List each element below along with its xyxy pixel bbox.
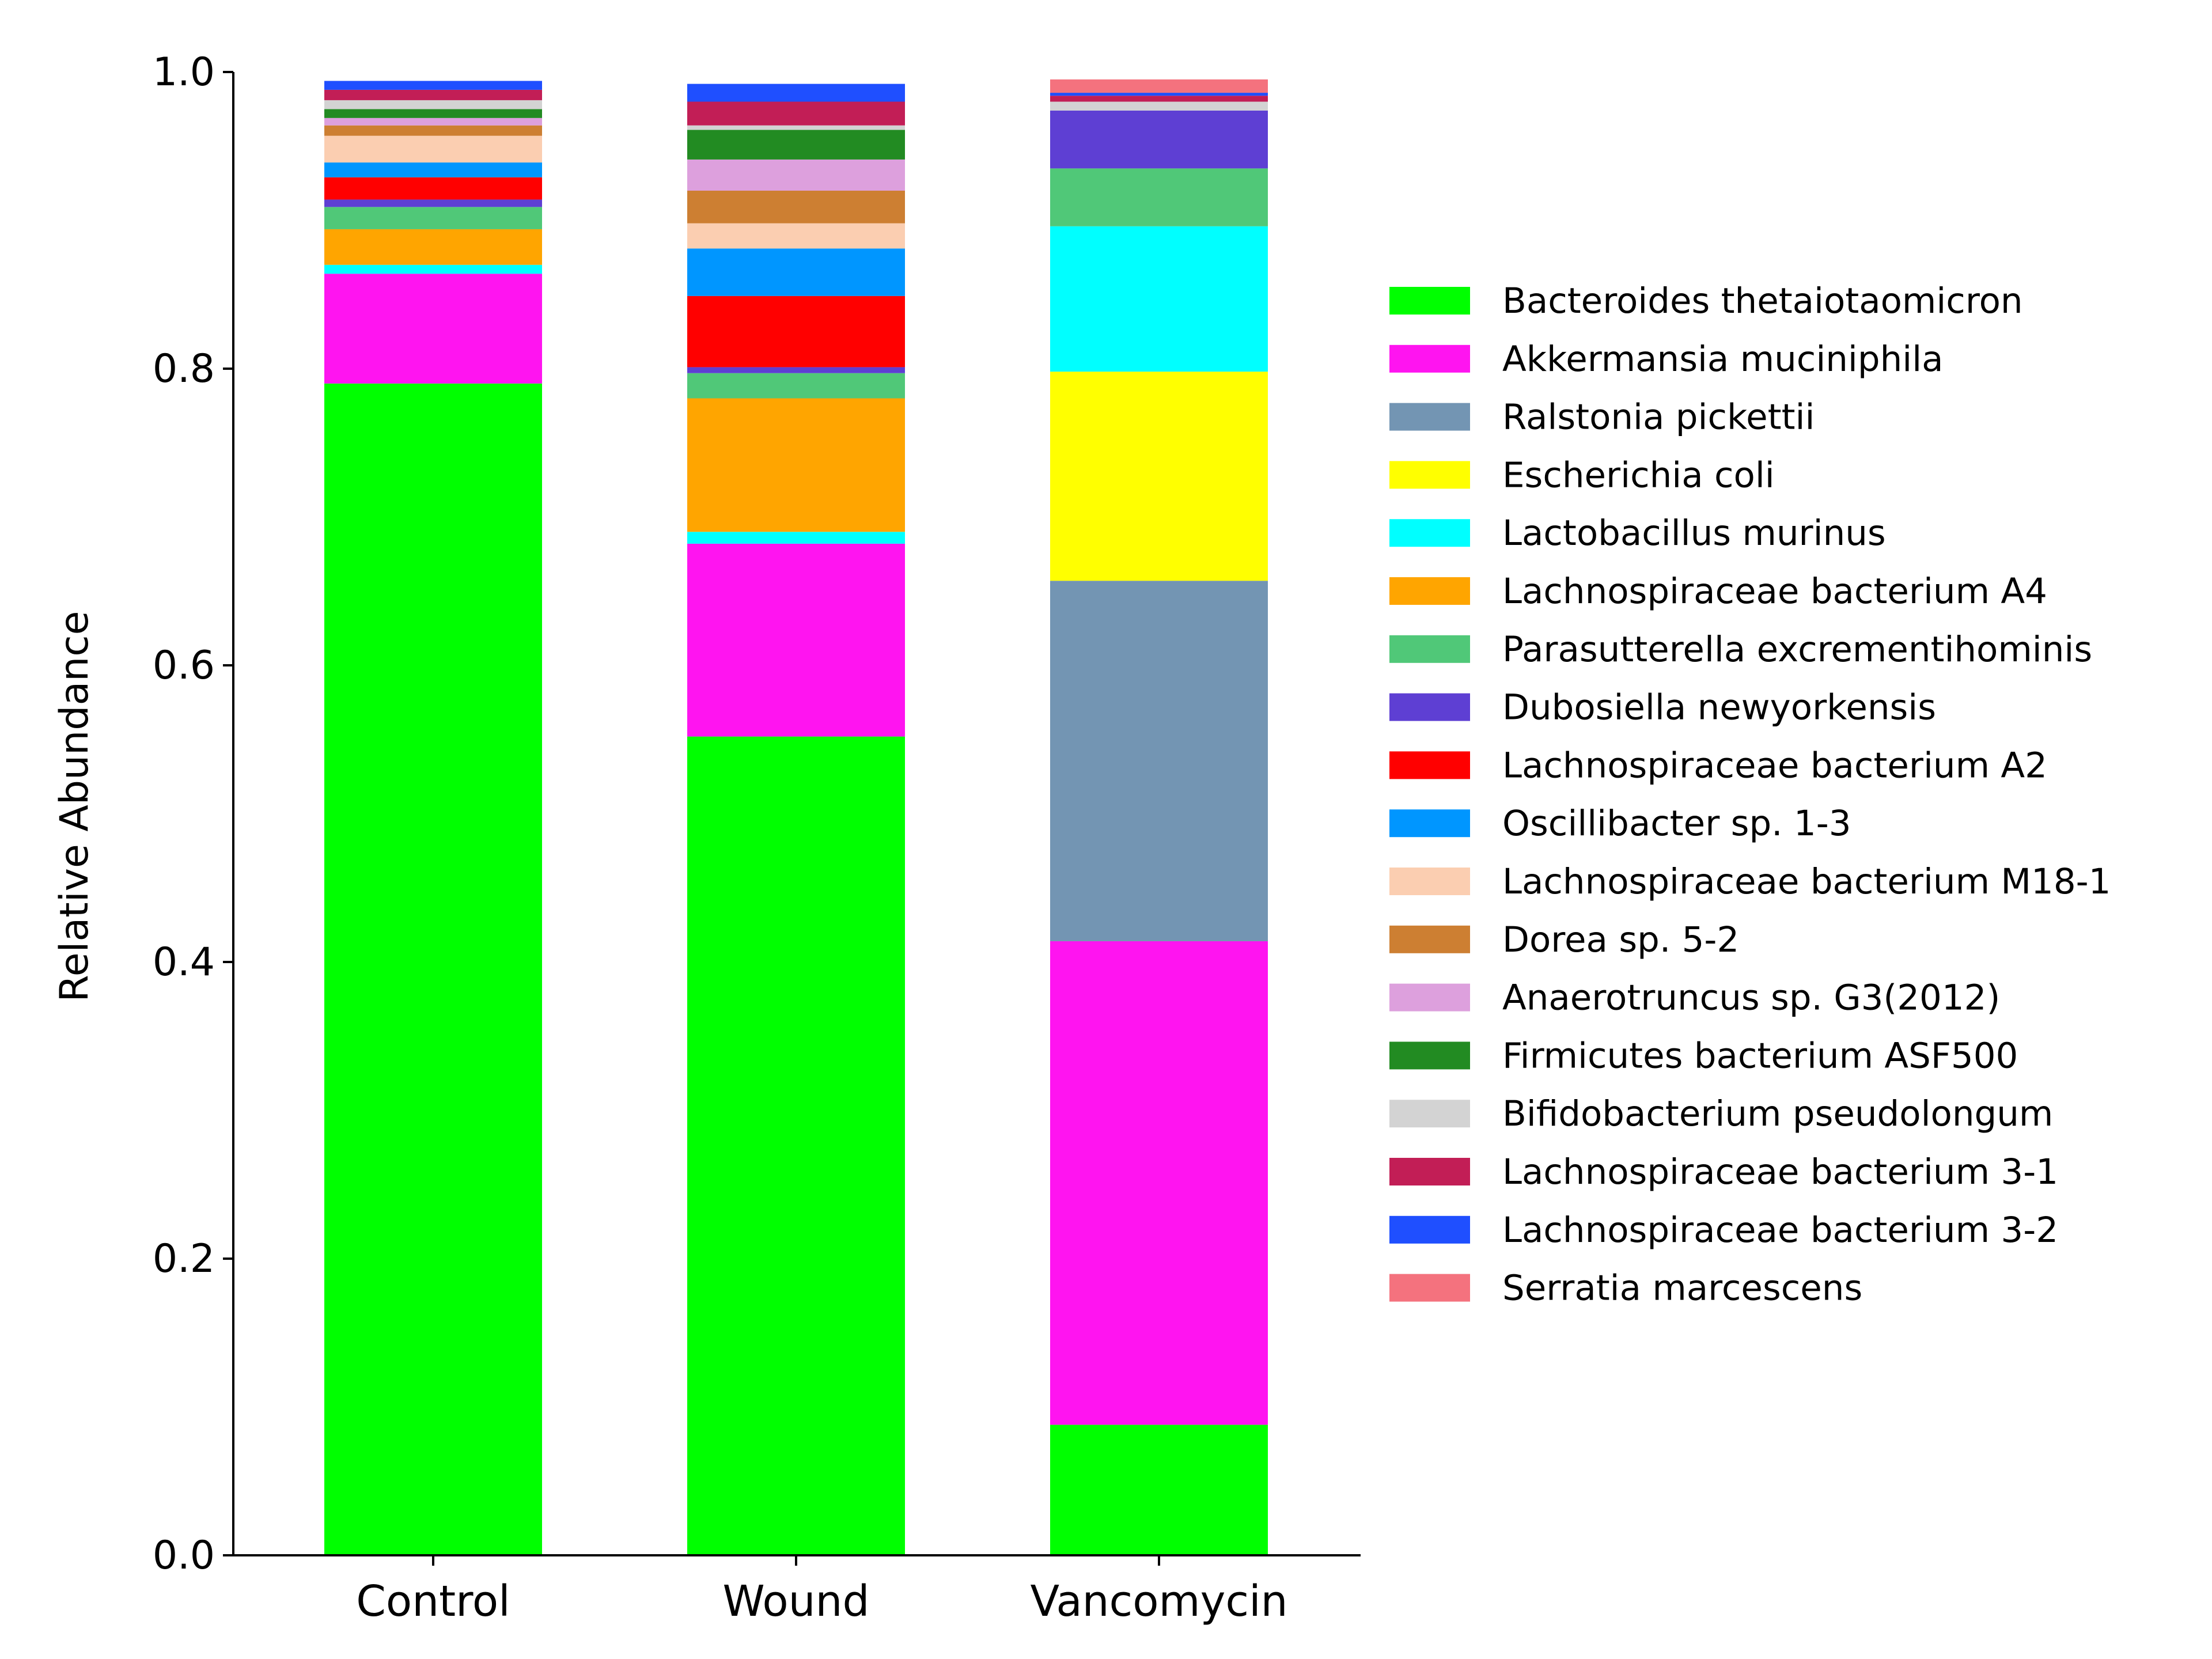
legend-label: Lachnospiraceae bacterium M18-1 — [1502, 861, 2111, 902]
legend-swatch — [1389, 751, 1470, 779]
bar-segment-control-12 — [324, 118, 542, 126]
bar-segment-vancomycin-16 — [1050, 93, 1268, 96]
bar-segment-control-15 — [324, 90, 542, 100]
legend-swatch — [1389, 809, 1470, 837]
legend-label: Firmicutes bacterium ASF500 — [1502, 1035, 2018, 1076]
legend-swatch — [1389, 1100, 1470, 1127]
legend-swatch — [1389, 926, 1470, 953]
bar-segment-vancomycin-1 — [1050, 941, 1268, 1425]
legend-swatch — [1389, 519, 1470, 547]
legend-swatch — [1389, 287, 1470, 315]
bar-segment-wound-4 — [687, 532, 905, 544]
legend-label: Dubosiella newyorkensis — [1502, 687, 1936, 728]
legend-swatch — [1389, 1274, 1470, 1302]
legend-swatch — [1389, 461, 1470, 488]
y-tick-label: 1.0 — [153, 50, 215, 95]
legend-swatch — [1389, 984, 1470, 1012]
bar-segment-control-16 — [324, 81, 542, 89]
bar-segment-wound-11 — [687, 191, 905, 224]
bar-segment-wound-6 — [687, 373, 905, 399]
legend-swatch — [1389, 635, 1470, 663]
bar-segment-wound-0 — [687, 737, 905, 1555]
bar-segment-vancomycin-14 — [1050, 102, 1268, 111]
legend-label: Bifidobacterium pseudolongum — [1502, 1093, 2053, 1134]
legend-label: Oscillibacter sp. 1-3 — [1502, 803, 1851, 844]
bar-segment-vancomycin-0 — [1050, 1425, 1268, 1555]
bar-segment-control-0 — [324, 384, 542, 1555]
bar-segment-vancomycin-6 — [1050, 168, 1268, 226]
y-tick-label: 0.8 — [153, 346, 215, 392]
legend-swatch — [1389, 1216, 1470, 1244]
bar-segment-vancomycin-15 — [1050, 96, 1268, 101]
legend-swatch — [1389, 868, 1470, 895]
bar-segment-control-1 — [324, 274, 542, 384]
legend-label: Parasutterella excrementihominis — [1502, 629, 2092, 670]
legend: Bacteroides thetaiotaomicron Akkermansia … — [1389, 281, 2111, 1309]
legend-label: Serratia marcescens — [1502, 1268, 1862, 1309]
x-tick-label: Wound — [723, 1577, 870, 1626]
bar-segment-wound-9 — [687, 248, 905, 296]
bar-segment-control-13 — [324, 109, 542, 118]
bar-segment-vancomycin-4 — [1050, 226, 1268, 372]
legend-label: Lactobacillus murinus — [1502, 513, 1886, 554]
bar-segment-control-10 — [324, 136, 542, 162]
bar-segment-wound-5 — [687, 399, 905, 532]
bar-segment-vancomycin-7 — [1050, 111, 1268, 168]
y-tick-label: 0.4 — [153, 940, 215, 985]
legend-swatch — [1389, 1041, 1470, 1069]
legend-swatch — [1389, 577, 1470, 605]
y-axis-label: Relative Abundance — [52, 611, 97, 1002]
bar-segment-wound-7 — [687, 367, 905, 373]
bar-segment-wound-1 — [687, 544, 905, 737]
bar-segment-control-5 — [324, 229, 542, 265]
x-tick-label: Control — [356, 1577, 510, 1626]
bars-layer — [324, 79, 1268, 1555]
bar-segment-control-6 — [324, 207, 542, 229]
bar-segment-wound-8 — [687, 296, 905, 368]
y-tick-label: 0.0 — [153, 1533, 215, 1578]
bar-segment-wound-10 — [687, 224, 905, 249]
bar-segment-wound-16 — [687, 84, 905, 102]
bar-segment-control-4 — [324, 265, 542, 274]
legend-label: Anaerotruncus sp. G3(2012) — [1502, 978, 2000, 1018]
legend-label: Dorea sp. 5-2 — [1502, 919, 1739, 960]
legend-label: Bacteroides thetaiotaomicron — [1502, 281, 2023, 321]
y-tick-label: 0.6 — [153, 643, 215, 688]
legend-swatch — [1389, 694, 1470, 721]
legend-label: Lachnospiraceae bacterium 3-2 — [1502, 1210, 2058, 1251]
bar-segment-control-9 — [324, 162, 542, 177]
legend-label: Ralstonia pickettii — [1502, 397, 1815, 438]
bar-segment-wound-14 — [687, 126, 905, 130]
legend-swatch — [1389, 1158, 1470, 1185]
legend-label: Lachnospiraceae bacterium 3-1 — [1502, 1152, 2058, 1192]
legend-label: Akkermansia muciniphila — [1502, 339, 1944, 380]
bar-segment-wound-12 — [687, 160, 905, 191]
bar-segment-wound-15 — [687, 102, 905, 126]
bar-segment-vancomycin-3 — [1050, 372, 1268, 581]
bar-segment-control-11 — [324, 126, 542, 136]
y-tick-label: 0.2 — [153, 1236, 215, 1282]
bar-segment-vancomycin-17 — [1050, 79, 1268, 93]
legend-label: Lachnospiraceae bacterium A2 — [1502, 745, 2047, 786]
bar-segment-vancomycin-2 — [1050, 581, 1268, 941]
bar-segment-control-7 — [324, 199, 542, 207]
legend-swatch — [1389, 403, 1470, 431]
bar-segment-wound-13 — [687, 130, 905, 159]
x-tick-label: Vancomycin — [1030, 1577, 1287, 1626]
legend-label: Escherichia coli — [1502, 454, 1775, 495]
legend-label: Lachnospiraceae bacterium A4 — [1502, 571, 2047, 612]
bar-segment-control-14 — [324, 100, 542, 109]
bar-segment-control-8 — [324, 177, 542, 200]
legend-swatch — [1389, 345, 1470, 373]
